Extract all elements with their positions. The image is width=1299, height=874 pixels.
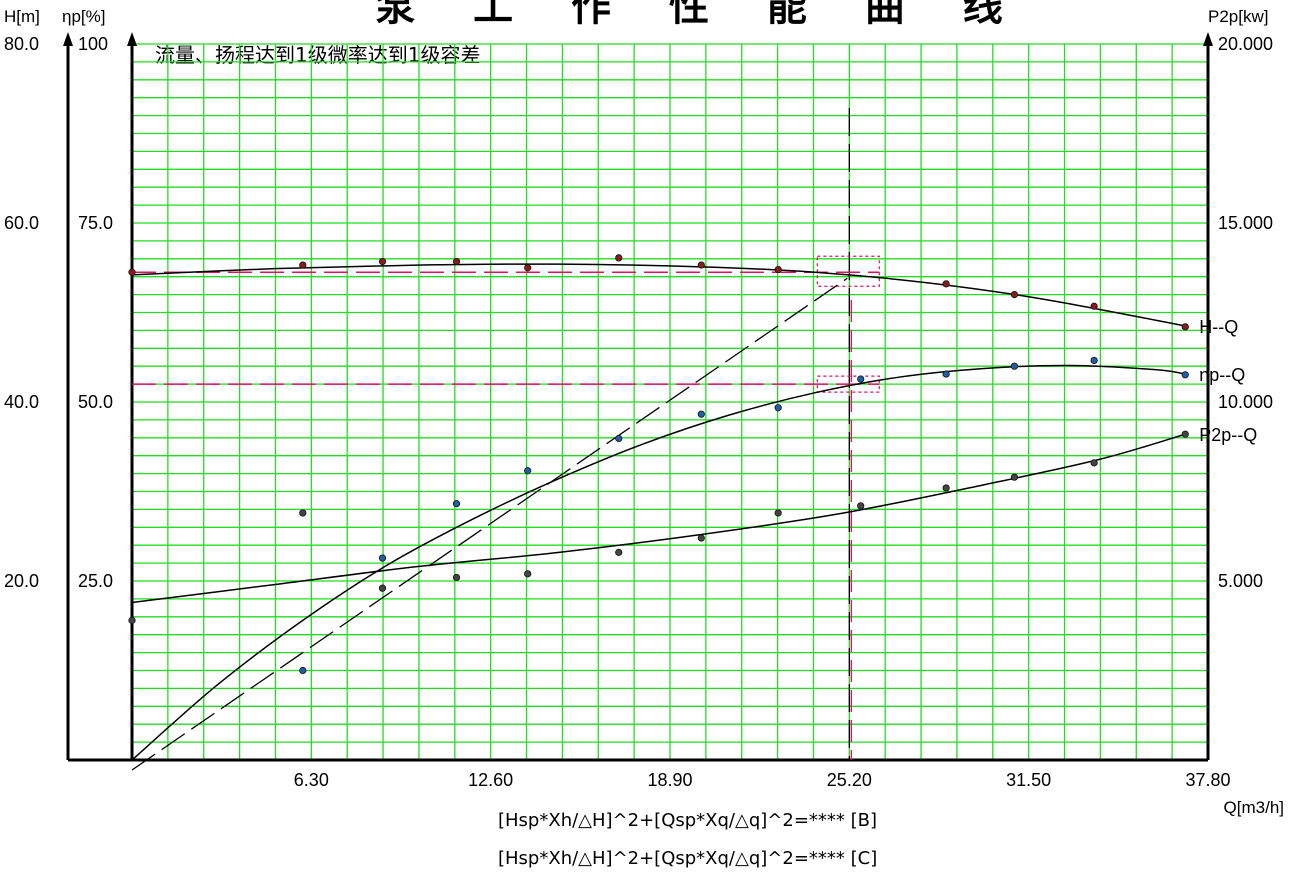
data-point-power xyxy=(524,570,532,578)
data-point-head xyxy=(1010,290,1019,299)
x-tick-label: 12.60 xyxy=(468,770,513,790)
head-tick-label: 20.0 xyxy=(4,571,39,591)
data-point-power xyxy=(452,573,461,582)
data-point-power xyxy=(378,584,387,592)
power-tick-label: 20.000 xyxy=(1218,34,1273,54)
data-point-head xyxy=(615,254,623,262)
formula-line-c: [Hsp*Xh/△H]^2+[Qsp*Xq/△q]^2=**** [C] xyxy=(498,848,877,869)
power-axis-arrow xyxy=(1203,32,1213,46)
data-point-power xyxy=(774,509,782,517)
data-point-power xyxy=(299,509,307,517)
efficiency-tick-label: 100 xyxy=(78,34,108,54)
data-point-head xyxy=(774,265,782,274)
data-point-eff xyxy=(378,554,387,562)
data-point-head xyxy=(1181,323,1189,331)
data-point-head xyxy=(524,264,532,272)
data-point-eff xyxy=(697,410,705,418)
data-point-head xyxy=(128,268,136,276)
data-point-eff xyxy=(1010,362,1019,370)
power-tick-label: 5.000 xyxy=(1218,571,1263,591)
formula-line-b: [Hsp*Xh/△H]^2+[Qsp*Xq/△q]^2=**** [B] xyxy=(498,810,877,831)
grid xyxy=(131,43,1209,761)
efficiency-tick-label: 25.0 xyxy=(78,571,113,591)
efficiency-axis-arrow xyxy=(127,32,137,46)
series-label-power: P2p--Q xyxy=(1199,425,1257,445)
duty-efficiency-tolerance-box xyxy=(816,375,880,393)
power-axis-label: P2p[kw] xyxy=(1208,7,1268,26)
data-point-eff xyxy=(942,370,950,378)
data-point-head xyxy=(299,261,307,269)
data-point-power xyxy=(857,502,865,510)
data-point-eff xyxy=(774,404,782,412)
data-point-eff xyxy=(615,434,623,443)
chart-title: 泵 工 作 性 能 曲 线 xyxy=(375,0,1025,30)
head-tick-label: 60.0 xyxy=(4,213,39,233)
head-tick-label: 80.0 xyxy=(4,34,39,54)
duty-system-line xyxy=(131,277,848,771)
power-tick-label: 15.000 xyxy=(1218,213,1273,233)
series-label-eff: ηp--Q xyxy=(1199,365,1245,385)
data-point-eff xyxy=(452,500,461,508)
data-point-power xyxy=(1181,430,1189,438)
x-tick-label: 25.20 xyxy=(827,770,872,790)
data-point-head xyxy=(1090,302,1098,310)
head-axis-arrow xyxy=(63,32,73,46)
flow-axis-label: Q[m3/h] xyxy=(1224,798,1284,817)
efficiency-tick-label: 50.0 xyxy=(78,392,113,412)
chart-note: 流量、扬程达到1级微率达到1级容差 xyxy=(155,43,480,67)
x-tick-label: 6.30 xyxy=(294,770,329,790)
data-point-head xyxy=(378,257,387,266)
duty-point-guides xyxy=(131,108,880,771)
data-point-head xyxy=(452,257,461,266)
efficiency-axis-label: ηp[%] xyxy=(62,7,105,26)
power-tick-label: 10.000 xyxy=(1218,392,1273,412)
data-point-power xyxy=(1010,473,1019,481)
data-point-eff xyxy=(1090,356,1098,365)
head-tick-label: 40.0 xyxy=(4,392,39,412)
x-tick-label: 18.90 xyxy=(647,770,692,790)
efficiency-tick-label: 75.0 xyxy=(78,213,113,233)
data-point-power xyxy=(128,616,136,624)
series-curve-eff xyxy=(131,364,1186,761)
data-point-eff xyxy=(1181,371,1189,379)
data-point-eff xyxy=(857,375,865,383)
tick-labels: 6.30 12.60 18.90 25.20 31.50 37.80 20.0 40.0 60.… xyxy=(4,34,1273,790)
data-point-head xyxy=(942,280,950,288)
data-point-power xyxy=(942,484,950,492)
data-point-eff xyxy=(299,666,307,675)
series: H--Q ηp--Q P2p--Q xyxy=(128,254,1257,761)
x-tick-label: 37.80 xyxy=(1185,770,1230,790)
data-point-power xyxy=(1090,459,1098,467)
data-point-power xyxy=(697,534,705,542)
duty-head-tolerance-box xyxy=(816,255,880,287)
series-curve-power xyxy=(131,433,1186,604)
head-axis-label: H[m] xyxy=(4,7,40,26)
series-label-head: H--Q xyxy=(1199,317,1238,337)
data-point-head xyxy=(697,261,705,269)
data-point-power xyxy=(615,548,623,556)
data-point-eff xyxy=(524,467,532,475)
x-tick-label: 31.50 xyxy=(1006,770,1051,790)
axes xyxy=(63,32,1213,762)
